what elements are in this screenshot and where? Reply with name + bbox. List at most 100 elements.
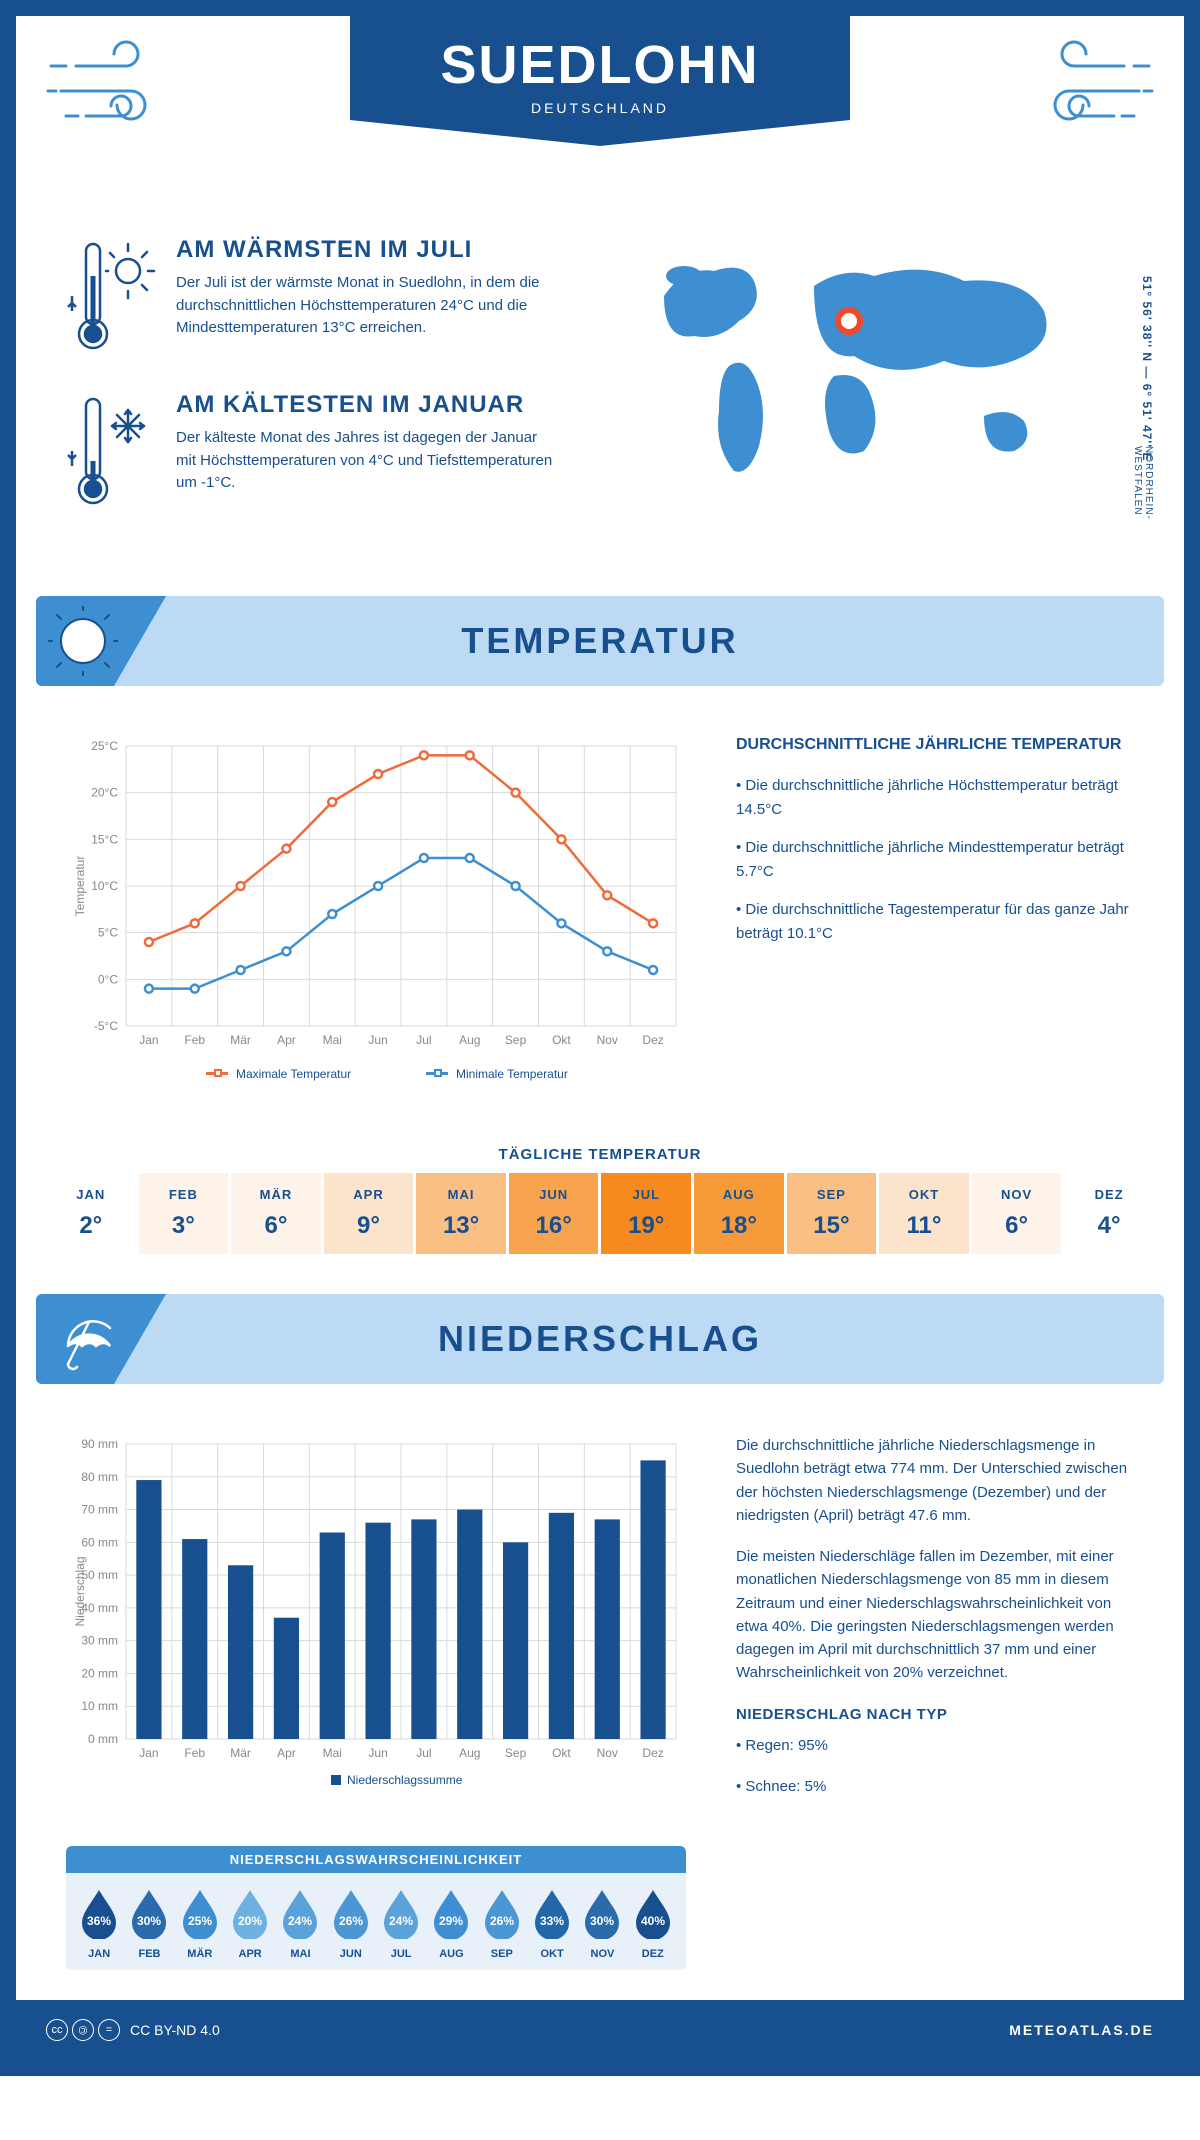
svg-text:0°C: 0°C <box>98 972 118 986</box>
country-subtitle: DEUTSCHLAND <box>390 100 810 116</box>
svg-text:Sep: Sep <box>505 1746 527 1760</box>
svg-text:20°C: 20°C <box>91 786 118 800</box>
precip-prob-drop: 30%FEB <box>124 1887 174 1960</box>
daily-temp-cell: JUN16° <box>509 1173 599 1254</box>
svg-text:26%: 26% <box>339 1914 363 1928</box>
warmest-title: AM WÄRMSTEN IM JULI <box>176 236 556 264</box>
thermometer-hot-icon <box>66 236 156 361</box>
svg-text:29%: 29% <box>439 1914 463 1928</box>
brand-name: METEOATLAS.DE <box>1009 2022 1154 2038</box>
license-text: CC BY-ND 4.0 <box>130 2022 220 2038</box>
region-label: NORDRHEIN-WESTFALEN <box>1132 446 1154 546</box>
intro-row: AM WÄRMSTEN IM JULI Der Juli ist der wär… <box>16 216 1184 586</box>
precip-prob-drop: 40%DEZ <box>628 1887 678 1960</box>
coldest-text: Der kälteste Monat des Jahres ist dagege… <box>176 427 556 495</box>
svg-text:Jun: Jun <box>368 1746 387 1760</box>
svg-text:26%: 26% <box>490 1914 514 1928</box>
precip-prob-drop: 36%JAN <box>74 1887 124 1960</box>
daily-temp-cell: MAI13° <box>416 1173 506 1254</box>
svg-text:20%: 20% <box>238 1914 262 1928</box>
svg-text:Minimale Temperatur: Minimale Temperatur <box>456 1067 568 1081</box>
precip-prob-drop: 30%NOV <box>577 1887 627 1960</box>
nd-icon: = <box>98 2019 120 2041</box>
svg-text:Mär: Mär <box>230 1746 251 1760</box>
coldest-block: AM KÄLTESTEN IM JANUAR Der kälteste Mona… <box>66 391 594 516</box>
thermometer-cold-icon <box>66 391 156 516</box>
precip-snow: • Schnee: 5% <box>736 1775 1134 1798</box>
warmest-block: AM WÄRMSTEN IM JULI Der Juli ist der wär… <box>66 236 594 361</box>
precip-prob-drop: 25%MÄR <box>175 1887 225 1960</box>
world-map: 51° 56' 38'' N — 6° 51' 47'' E NORDRHEIN… <box>634 236 1134 546</box>
warmest-text: Der Juli ist der wärmste Monat in Suedlo… <box>176 272 556 340</box>
svg-text:30%: 30% <box>590 1914 614 1928</box>
coldest-title: AM KÄLTESTEN IM JANUAR <box>176 391 556 419</box>
svg-text:33%: 33% <box>540 1914 564 1928</box>
svg-text:24%: 24% <box>389 1914 413 1928</box>
daily-temp-cell: AUG18° <box>694 1173 784 1254</box>
svg-text:Niederschlagssumme: Niederschlagssumme <box>347 1773 463 1787</box>
precip-section-header: NIEDERSCHLAG <box>36 1294 1164 1384</box>
svg-text:Jan: Jan <box>139 1746 158 1760</box>
svg-text:80 mm: 80 mm <box>81 1470 118 1484</box>
svg-text:Jul: Jul <box>416 1746 431 1760</box>
daily-temp-title: TÄGLICHE TEMPERATUR <box>16 1146 1184 1163</box>
svg-text:Feb: Feb <box>184 1746 205 1760</box>
svg-text:Mär: Mär <box>230 1033 251 1047</box>
daily-temp-row: JAN2°FEB3°MÄR6°APR9°MAI13°JUN16°JUL19°AU… <box>16 1173 1184 1284</box>
temperature-line-chart: -5°C0°C5°C10°C15°C20°C25°CJanFebMärAprMa… <box>66 736 686 1096</box>
daily-temp-cell: JUL19° <box>601 1173 691 1254</box>
svg-text:60 mm: 60 mm <box>81 1535 118 1549</box>
daily-temp-cell: MÄR6° <box>231 1173 321 1254</box>
svg-text:Nov: Nov <box>597 1746 618 1760</box>
svg-text:Jan: Jan <box>139 1033 158 1047</box>
svg-text:90 mm: 90 mm <box>81 1437 118 1451</box>
svg-text:36%: 36% <box>87 1914 111 1928</box>
temp-bullet-3: • Die durchschnittliche Tagestemperatur … <box>736 898 1134 946</box>
svg-text:30 mm: 30 mm <box>81 1634 118 1648</box>
svg-text:Niederschlag: Niederschlag <box>73 1556 87 1626</box>
svg-text:Feb: Feb <box>184 1033 205 1047</box>
precip-summary: Die durchschnittliche jährliche Niedersc… <box>736 1434 1134 1816</box>
umbrella-icon <box>36 1294 166 1384</box>
svg-text:10°C: 10°C <box>91 879 118 893</box>
city-title: SUEDLOHN <box>390 34 810 96</box>
svg-text:15°C: 15°C <box>91 832 118 846</box>
svg-text:Temperatur: Temperatur <box>73 856 87 917</box>
daily-temp-cell: OKT11° <box>879 1173 969 1254</box>
svg-text:70 mm: 70 mm <box>81 1503 118 1517</box>
temperature-section-header: TEMPERATUR <box>36 596 1164 686</box>
precip-prob-drop: 20%APR <box>225 1887 275 1960</box>
temp-bullet-2: • Die durchschnittliche jährliche Mindes… <box>736 836 1134 884</box>
title-banner: SUEDLOHN DEUTSCHLAND <box>350 16 850 146</box>
svg-text:20 mm: 20 mm <box>81 1666 118 1680</box>
wind-icon <box>46 36 176 151</box>
daily-temp-cell: APR9° <box>324 1173 414 1254</box>
daily-temp-cell: DEZ4° <box>1064 1173 1154 1254</box>
svg-text:Nov: Nov <box>597 1033 618 1047</box>
precip-prob-drop: 29%AUG <box>426 1887 476 1960</box>
daily-temp-cell: NOV6° <box>972 1173 1062 1254</box>
precip-rain: • Regen: 95% <box>736 1734 1134 1757</box>
precip-prob-drop: 24%MAI <box>275 1887 325 1960</box>
svg-text:Mai: Mai <box>323 1746 342 1760</box>
svg-text:Sep: Sep <box>505 1033 527 1047</box>
precip-type-title: NIEDERSCHLAG NACH TYP <box>736 1703 1134 1726</box>
daily-temp-cell: FEB3° <box>139 1173 229 1254</box>
svg-text:-5°C: -5°C <box>94 1019 118 1033</box>
svg-text:Dez: Dez <box>642 1746 663 1760</box>
footer: cc 🄯 = CC BY-ND 4.0 METEOATLAS.DE <box>16 2000 1184 2060</box>
precip-prob-drop: 33%OKT <box>527 1887 577 1960</box>
header: SUEDLOHN DEUTSCHLAND <box>16 16 1184 216</box>
svg-text:Mai: Mai <box>323 1033 342 1047</box>
svg-text:40%: 40% <box>641 1914 665 1928</box>
svg-text:24%: 24% <box>288 1914 312 1928</box>
precip-prob-drop: 26%JUN <box>326 1887 376 1960</box>
precip-para-2: Die meisten Niederschläge fallen im Deze… <box>736 1545 1134 1685</box>
coordinates: 51° 56' 38'' N — 6° 51' 47'' E <box>1140 276 1154 461</box>
svg-text:Okt: Okt <box>552 1746 571 1760</box>
svg-text:Jul: Jul <box>416 1033 431 1047</box>
precip-heading: NIEDERSCHLAG <box>438 1318 762 1360</box>
precip-prob-title: NIEDERSCHLAGSWAHRSCHEINLICHKEIT <box>66 1846 686 1873</box>
svg-text:Okt: Okt <box>552 1033 571 1047</box>
temperature-summary: DURCHSCHNITTLICHE JÄHRLICHE TEMPERATUR •… <box>736 736 1134 1096</box>
